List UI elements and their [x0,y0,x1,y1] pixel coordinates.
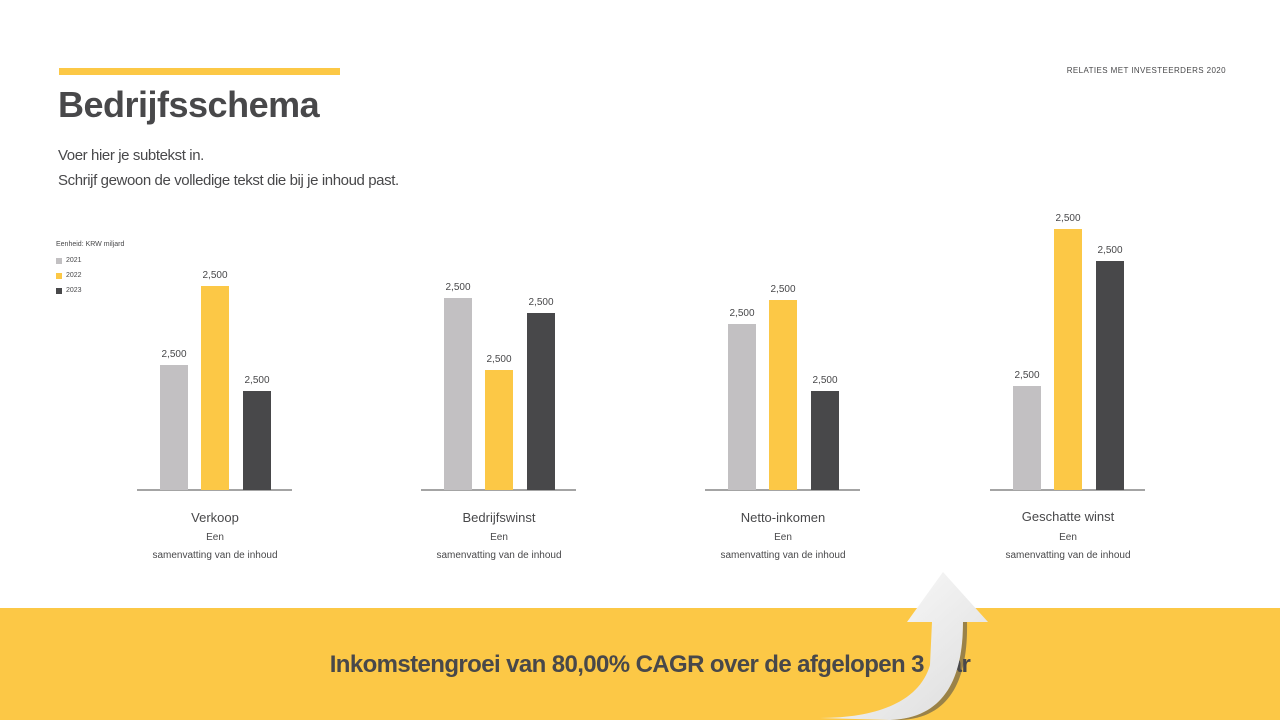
legend-label-2021: 2021 [66,257,82,264]
subtitle-line-1: Voer hier je subtekst in. [58,147,204,164]
bar-2022-2 [769,300,797,490]
category-label-geschatte-winst: Geschatte winst [1021,509,1115,524]
bar-2023-3 [1096,261,1124,490]
data-label-2023-0: 2,500 [244,375,269,386]
data-label-2022-3: 2,500 [1055,213,1080,224]
category-summary-line: samenvatting van de inhoud [720,550,846,561]
legend-swatch-2021 [56,257,62,264]
category-label-netto-inkomen: Netto-inkomen [740,510,826,525]
legend-unit: Eenheid: KRW miljard [56,241,125,248]
footer-band [0,608,1280,720]
legend-swatch-2023 [56,287,62,294]
chart-legend: Eenheid: KRW miljard 2021 2022 2023 [56,241,124,298]
category-summary-line: Een [206,532,224,543]
data-label-2022-1: 2,500 [486,354,511,365]
category-label-verkoop: Verkoop [191,510,239,525]
legend-swatch-2022 [56,272,62,279]
bar-2022-3 [1054,229,1082,490]
legend-item-2021: 2021 [56,253,124,268]
bar-2021-0 [160,365,188,490]
legend-item-2023: 2023 [56,283,124,298]
data-label-2021-2: 2,500 [729,308,754,319]
bar-2021-2 [728,324,756,490]
data-label-2022-0: 2,500 [202,270,227,281]
category-summary-netto-inkomen: Een samenvatting van de inhoud [683,529,883,565]
legend-label-2023: 2023 [66,287,82,294]
bar-chart: 2,500 2,500 2,500 2,500 2,500 2,500 2,500 2,500… [137,213,1145,491]
bar-2023-2 [811,391,839,490]
data-label-2021-0: 2,500 [161,349,186,360]
category-summary-verkoop: Een samenvatting van de inhoud [115,529,315,565]
bar-2021-3 [1013,386,1041,490]
data-label-2022-2: 2,500 [770,284,795,295]
data-label-2023-2: 2,500 [812,375,837,386]
page-subtitle: Voer hier je subtekst in. Schrijf gewoon… [58,143,399,193]
category-summary-bedrijfswinst: Een samenvatting van de inhoud [399,529,599,565]
category-summary-line: samenvatting van de inhoud [1005,550,1131,561]
footer-headline: Inkomstengroei van 80,00% CAGR over de a… [329,651,971,678]
bar-2021-1 [444,298,472,490]
title-accent-bar [59,68,340,75]
legend-label-2022: 2022 [66,272,82,279]
data-label-2023-1: 2,500 [528,297,553,308]
category-summary-geschatte-winst: Een samenvatting van de inhoud [968,529,1168,565]
bar-2022-0 [201,286,229,490]
data-label-2023-3: 2,500 [1097,245,1122,256]
bar-2023-1 [527,313,555,490]
subtitle-line-2: Schrijf gewoon de volledige tekst die bi… [58,172,399,189]
data-label-2021-3: 2,500 [1014,370,1039,381]
bar-2023-0 [243,391,271,490]
category-summary-line: Een [490,532,508,543]
page-title: Bedrijfsschema [58,84,320,125]
data-label-2021-1: 2,500 [445,282,470,293]
category-summary-line: samenvatting van de inhoud [152,550,278,561]
bar-2022-1 [485,370,513,490]
category-summary-line: samenvatting van de inhoud [436,550,562,561]
header-tag: RELATIES MET INVESTEERDERS 2020 [1066,66,1226,75]
growth-arrow-icon [820,572,988,720]
category-summary-line: Een [1059,532,1077,543]
category-label-bedrijfswinst: Bedrijfswinst [462,510,536,525]
legend-item-2022: 2022 [56,268,124,283]
category-summary-line: Een [774,532,792,543]
